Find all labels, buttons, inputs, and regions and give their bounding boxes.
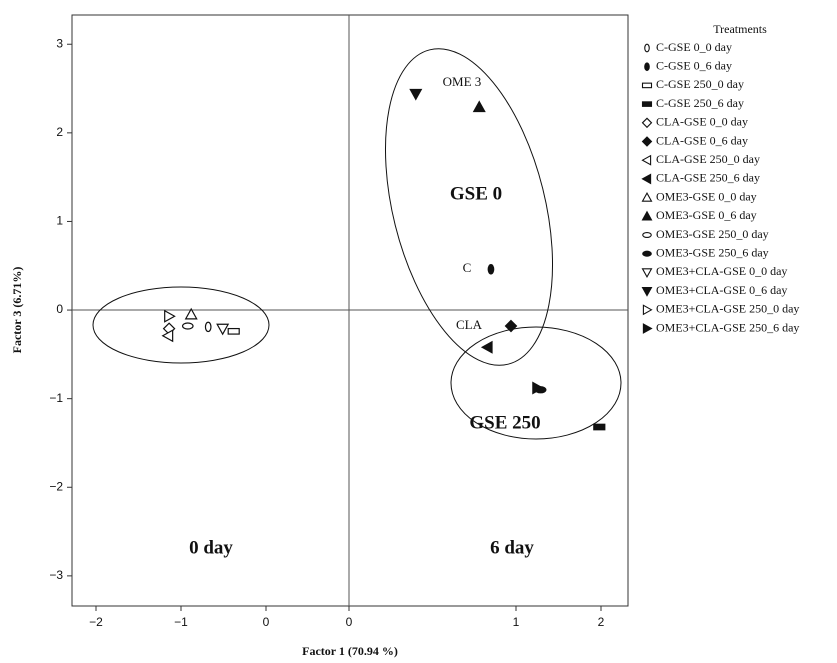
legend-label: CLA-GSE 250_0 day [656,152,760,166]
annotation: GSE 250 [469,412,540,433]
legend-label: C-GSE 0_0 day [656,40,732,54]
point [487,264,495,275]
legend-label: C-GSE 250_6 day [656,96,744,110]
point [204,321,212,333]
legend-marker [641,210,653,221]
legend-marker [642,323,653,334]
legend-marker [641,117,653,129]
legend-label: OME3-GSE 250_6 day [656,245,769,259]
legend-marker [641,101,653,107]
x-tick-label: 0 [263,615,270,629]
y-tick-label: −2 [49,479,63,493]
group-ellipse [450,326,622,440]
y-tick-label: 2 [56,125,63,139]
annotation: GSE 0 [450,183,502,204]
legend-marker [644,62,650,72]
y-tick-label: 1 [56,214,63,228]
legend-marker [641,82,653,89]
legend-label: OME3-GSE 0_6 day [656,208,757,222]
y-tick-label: 3 [56,36,63,50]
point [164,309,176,323]
point [504,319,518,333]
legend-marker [642,250,652,257]
annotation: 6 day [490,537,534,558]
point [216,323,230,336]
group-ellipse [92,286,270,364]
point [480,340,493,354]
x-tick-label: 2 [598,615,605,629]
x-tick-label: −1 [174,615,188,629]
legend-label: OME3-GSE 0_0 day [656,189,757,203]
point [184,307,198,320]
point [532,381,544,395]
group-ellipse [384,48,554,366]
legend-label: OME3+CLA-GSE 0_0 day [656,264,787,278]
legend-label: OME3+CLA-GSE 250_6 day [656,320,799,334]
x-axis-label: Factor 1 (70.94 %) [302,644,398,658]
point [161,329,174,343]
point [593,423,606,431]
legend-label: CLA-GSE 250_6 day [656,171,760,185]
legend-marker [641,286,653,297]
annotation: CLA [456,317,483,332]
legend-label: C-GSE 250_0 day [656,77,744,91]
legend-marker [641,173,652,185]
point [409,88,423,101]
legend-label: OME3+CLA-GSE 250_0 day [656,302,799,316]
legend-label: CLA-GSE 0_0 day [656,115,748,129]
annotation: C [463,260,472,275]
y-axis-label: Factor 3 (6.71%) [10,267,24,354]
x-tick-label: 1 [513,615,520,629]
y-tick-label: −3 [49,568,63,582]
point [227,327,240,335]
legend-label: C-GSE 0_6 day [656,58,732,72]
legend-marker [642,231,652,239]
point [181,322,194,330]
annotation: OME 3 [443,74,482,89]
legend-title: Treatments [713,22,767,36]
legend-marker [641,154,652,166]
legend-label: OME3-GSE 250_0 day [656,227,769,241]
legend-marker [641,191,653,202]
legend-marker [642,304,653,316]
x-tick-label: 0 [346,615,353,629]
legend-label: OME3+CLA-GSE 0_6 day [656,283,787,297]
annotation: 0 day [189,537,233,558]
legend-marker [641,268,653,279]
legend-marker [644,43,650,53]
legend-label: CLA-GSE 0_6 day [656,133,748,147]
point [472,100,486,113]
y-tick-label: 0 [56,302,63,316]
legend-marker [641,136,653,147]
x-tick-label: −2 [89,615,103,629]
y-tick-label: −1 [49,391,63,405]
